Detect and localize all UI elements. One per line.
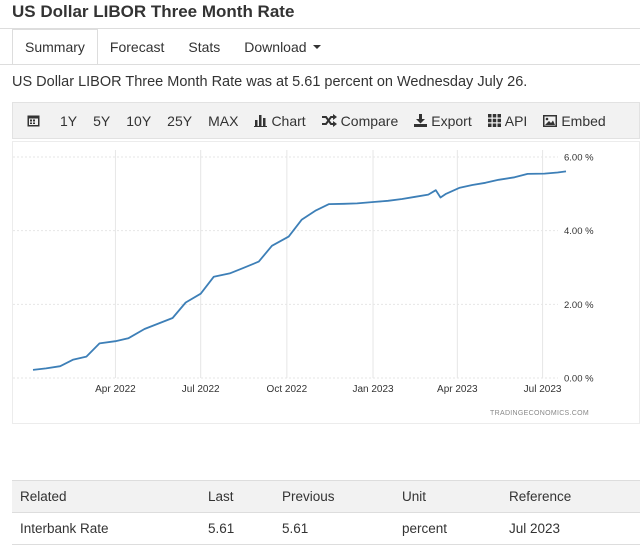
chart-canvas: Apr 2022 Jul 2022 Oct 2022 Jan 2023 Apr 2023… xyxy=(13,150,594,417)
range-10y-button[interactable]: 10Y xyxy=(126,112,152,129)
header-reference: Reference xyxy=(509,489,572,504)
header-previous: Previous xyxy=(282,489,335,504)
header-related: Related xyxy=(20,489,67,504)
api-button[interactable]: API xyxy=(480,103,536,138)
range-max-button[interactable]: MAX xyxy=(208,112,239,129)
chart-button[interactable]: Chart xyxy=(246,103,313,138)
page-title: US Dollar LIBOR Three Month Rate xyxy=(12,2,295,21)
range-25y-button[interactable]: 25Y xyxy=(167,112,193,129)
tabs-divider xyxy=(0,64,640,65)
cell-previous: 5.61 xyxy=(282,521,309,536)
x-tick-label: Apr 2023 xyxy=(437,384,478,395)
summary-text: US Dollar LIBOR Three Month Rate was at … xyxy=(12,74,528,90)
calendar-icon xyxy=(27,115,40,127)
x-tick-label: Apr 2022 xyxy=(95,384,136,395)
watermark-text: TRADINGECONOMICS.COM xyxy=(490,410,589,417)
chart-toolbar: 1Y 5Y 10Y 25Y MAX Chart Compare Export xyxy=(12,102,640,139)
shuffle-icon xyxy=(321,114,337,127)
cell-unit: percent xyxy=(402,521,448,536)
api-label: API xyxy=(504,112,528,129)
tab-stats[interactable]: Stats xyxy=(188,38,221,55)
x-tick-label: Oct 2022 xyxy=(267,384,308,395)
tab-forecast[interactable]: Forecast xyxy=(109,38,165,55)
line-chart: Apr 2022 Jul 2022 Oct 2022 Jan 2023 Apr 2023… xyxy=(12,141,640,424)
y-tick-label: 4.00 % xyxy=(564,226,594,237)
compare-button[interactable]: Compare xyxy=(314,103,407,138)
x-tick-label: Jul 2022 xyxy=(182,384,220,395)
header-last: Last xyxy=(208,489,234,504)
y-tick-label: 2.00 % xyxy=(564,300,594,311)
embed-button[interactable]: Embed xyxy=(535,103,613,138)
chart-label: Chart xyxy=(271,112,306,129)
export-label: Export xyxy=(431,112,472,129)
y-tick-label: 0.00 % xyxy=(564,374,594,385)
cell-last: 5.61 xyxy=(208,521,235,536)
caret-down-icon xyxy=(312,44,321,49)
download-icon xyxy=(414,114,428,127)
x-tick-label: Jan 2023 xyxy=(352,384,394,395)
y-tick-label: 6.00 % xyxy=(564,153,594,164)
bar-chart-icon xyxy=(254,115,268,127)
range-5y-button[interactable]: 5Y xyxy=(93,112,111,129)
grid-icon xyxy=(487,114,501,127)
tab-summary[interactable]: Summary xyxy=(12,29,98,65)
tab-bar: Summary Forecast Stats Download xyxy=(12,29,333,65)
related-table: Related Last Previous Unit Reference Int… xyxy=(12,480,640,545)
table-header-row: Related Last Previous Unit Reference xyxy=(12,481,640,513)
embed-label: Embed xyxy=(561,112,606,129)
table-row[interactable]: Interbank Rate 5.61 5.61 percent Jul 202… xyxy=(12,513,640,545)
cell-related-link[interactable]: Interbank Rate xyxy=(20,521,109,536)
compare-label: Compare xyxy=(340,112,399,129)
header-unit: Unit xyxy=(402,489,427,504)
range-1y-button[interactable]: 1Y xyxy=(60,112,78,129)
calendar-button[interactable] xyxy=(19,103,52,138)
tab-download[interactable]: Download xyxy=(232,29,332,64)
x-tick-label: Jul 2023 xyxy=(524,384,562,395)
cell-reference: Jul 2023 xyxy=(509,521,561,536)
image-icon xyxy=(543,114,558,127)
tab-download-label: Download xyxy=(244,38,307,55)
title-divider xyxy=(0,28,640,29)
series-line xyxy=(32,170,567,371)
export-button[interactable]: Export xyxy=(406,103,479,138)
